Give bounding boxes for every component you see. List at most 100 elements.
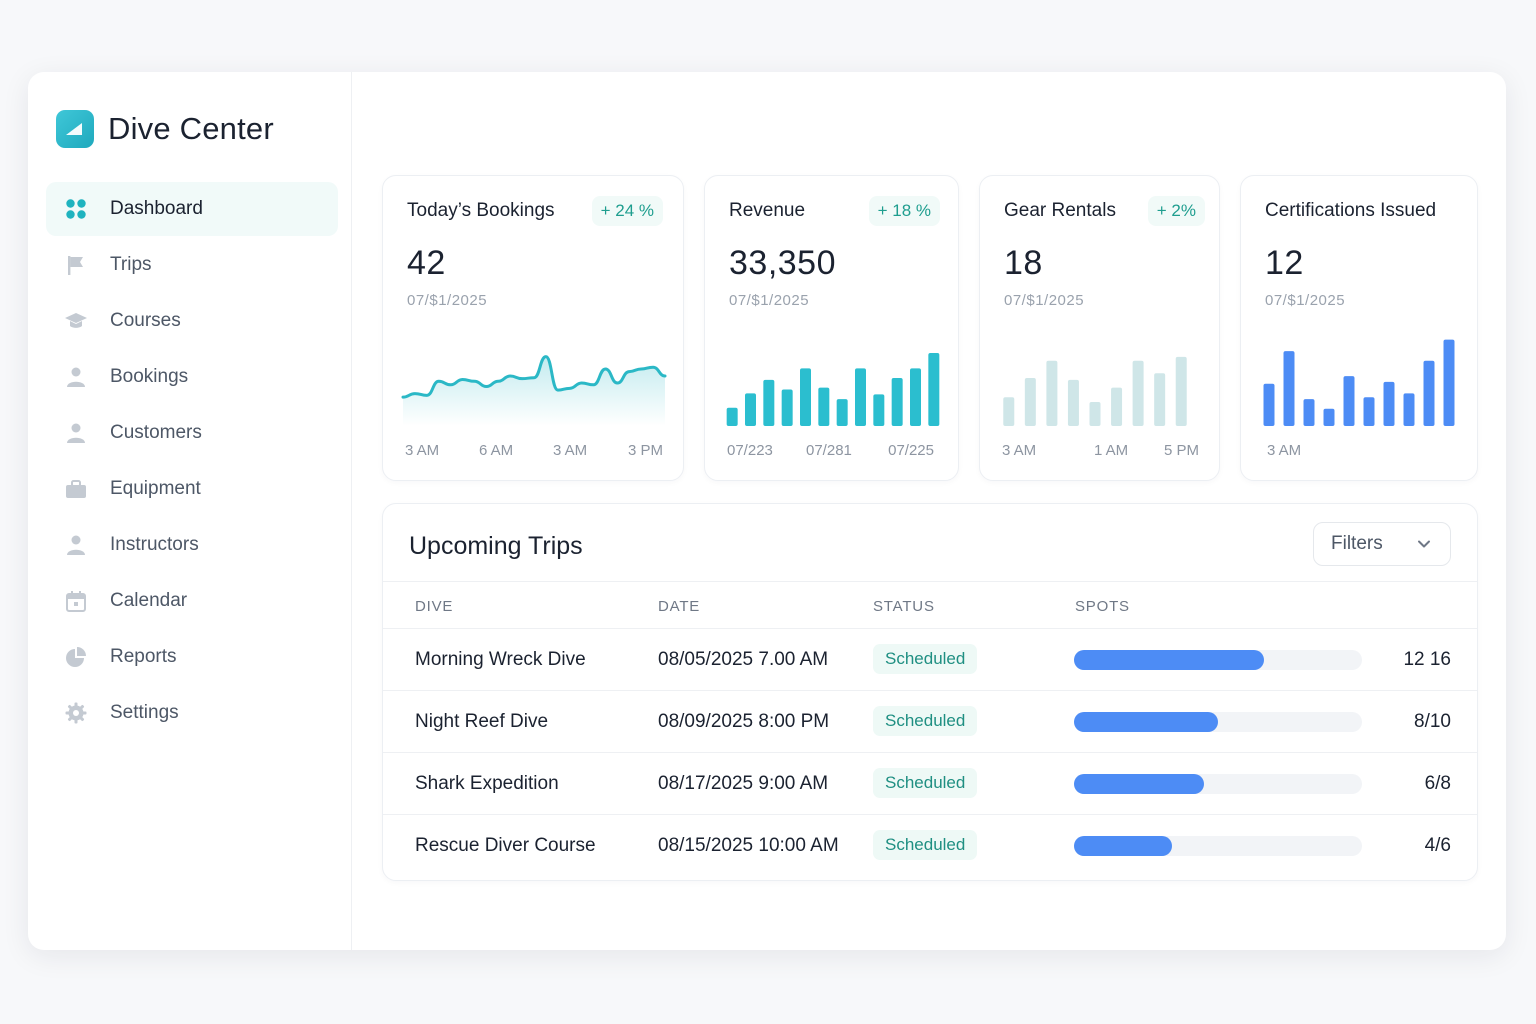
kpi-date: 07/$1/2025 <box>407 292 488 309</box>
kpi-date: 07/$1/2025 <box>729 292 810 309</box>
chart-bar <box>836 399 848 426</box>
filters-dropdown[interactable]: Filters <box>1313 522 1451 566</box>
x-tick: 3 PM <box>627 442 663 459</box>
sidebar-item-customers[interactable]: Customers <box>46 406 338 460</box>
sidebar-item-reports[interactable]: Reports <box>46 630 338 684</box>
chart-x-axis: 3 AM 1 AM 5 PM <box>1002 442 1199 462</box>
sidebar-item-courses[interactable]: Courses <box>46 294 338 348</box>
chart-bar <box>1089 402 1101 426</box>
spots-count: 12 16 <box>1403 649 1451 670</box>
trip-name: Night Reef Dive <box>415 711 549 732</box>
chart-bar <box>891 378 903 426</box>
chart-bar <box>1403 393 1415 426</box>
kpi-change-badge: + 24 % <box>591 196 663 226</box>
table-row[interactable]: Rescue Diver Course 08/15/2025 10:00 AM … <box>383 815 1477 877</box>
spots-progress-fill <box>1074 650 1265 670</box>
kpi-value: 18 <box>1004 244 1043 282</box>
kpi-card-certifications[interactable]: Certifications Issued 12 07/$1/2025 3 AM <box>1240 175 1478 481</box>
brand[interactable]: Dive Center <box>56 110 274 148</box>
x-tick: 07/225 <box>888 442 934 459</box>
status-badge: Scheduled <box>873 768 978 798</box>
table-row[interactable]: Morning Wreck Dive 08/05/2025 7.00 AM Sc… <box>383 629 1477 691</box>
sidebar-item-dashboard[interactable]: Dashboard <box>46 182 338 236</box>
upcoming-trips-panel: Upcoming Trips Filters DIVE DATE STATUS … <box>382 503 1478 881</box>
certifications-bar-chart <box>1263 339 1455 426</box>
sidebar-item-calendar[interactable]: Calendar <box>46 574 338 628</box>
chart-x-axis: 3 AM <box>1263 442 1457 462</box>
sidebar-item-bookings[interactable]: Bookings <box>46 350 338 404</box>
spots-progress-fill <box>1074 712 1218 732</box>
sidebar-item-trips[interactable]: Trips <box>46 238 338 292</box>
sidebar-item-instructors[interactable]: Instructors <box>46 518 338 572</box>
chevron-down-icon <box>1418 540 1430 548</box>
chart-bar <box>1003 397 1015 426</box>
app-window: Dive Center Dashboard <box>28 72 1506 950</box>
chart-bar <box>1423 360 1435 426</box>
x-tick: 3 AM <box>553 442 588 459</box>
x-tick: 3 AM <box>1002 442 1037 459</box>
kpi-title: Gear Rentals <box>1004 200 1116 221</box>
trip-name: Morning Wreck Dive <box>415 649 586 670</box>
chart-bar <box>1323 408 1335 426</box>
column-header-dive[interactable]: DIVE <box>415 598 454 615</box>
sidebar-item-settings[interactable]: Settings <box>46 686 338 740</box>
spots-progress-bar <box>1074 650 1362 670</box>
kpi-value: 33,350 <box>729 244 836 282</box>
chart-bar <box>726 407 738 426</box>
area-fill <box>403 356 665 426</box>
pie-chart-icon <box>64 645 88 669</box>
sidebar-item-label: Bookings <box>110 366 189 387</box>
sidebar-item-label: Customers <box>110 422 202 443</box>
flag-icon <box>64 253 88 277</box>
sidebar-item-label: Equipment <box>110 478 201 499</box>
column-header-date[interactable]: DATE <box>658 598 701 615</box>
kpi-title: Certifications Issued <box>1265 200 1437 221</box>
status-badge: Scheduled <box>873 706 978 736</box>
graduation-cap-icon <box>64 309 88 333</box>
table-row[interactable]: Night Reef Dive 08/09/2025 8:00 PM Sched… <box>383 691 1477 753</box>
kpi-card-bookings[interactable]: Today’s Bookings + 24 % 42 07/$1/2025 3 … <box>382 175 684 481</box>
chart-bar <box>800 368 811 426</box>
kpi-card-gear-rentals[interactable]: Gear Rentals + 2% 18 07/$1/2025 3 AM 1 A… <box>979 175 1220 481</box>
kpi-card-revenue[interactable]: Revenue + 18 % 33,350 07/$1/2025 07/223 … <box>704 175 959 481</box>
person-icon <box>64 533 88 557</box>
kpi-change-badge: + 2% <box>1147 196 1205 226</box>
sidebar-item-label: Courses <box>110 310 181 331</box>
chart-bar <box>855 368 866 426</box>
sidebar-item-label: Reports <box>110 646 177 667</box>
trip-date: 08/17/2025 9:00 AM <box>658 773 829 794</box>
chart-bar <box>1132 360 1144 426</box>
kpi-date: 07/$1/2025 <box>1265 292 1346 309</box>
chart-bar <box>1283 351 1295 426</box>
chart-bar <box>745 393 756 426</box>
chart-bar <box>1175 356 1187 426</box>
spots-progress-bar <box>1074 774 1362 794</box>
x-tick: 5 PM <box>1163 442 1199 459</box>
calendar-icon <box>64 589 88 613</box>
sidebar-item-label: Instructors <box>110 534 199 555</box>
kpi-change-badge: + 18 % <box>868 196 940 226</box>
bookings-area-chart <box>401 355 667 426</box>
kpi-title: Revenue <box>729 200 806 221</box>
chart-bar <box>910 368 921 426</box>
sidebar-item-equipment[interactable]: Equipment <box>46 462 338 516</box>
column-header-spots[interactable]: SPOTS <box>1075 598 1130 615</box>
trip-name: Shark Expedition <box>415 773 559 794</box>
chart-bar <box>818 387 830 426</box>
panel-title: Upcoming Trips <box>409 532 583 560</box>
sidebar-item-label: Trips <box>110 254 152 275</box>
spots-count: 6/8 <box>1424 773 1451 794</box>
x-tick: 6 AM <box>479 442 514 459</box>
table-header: DIVE DATE STATUS SPOTS <box>383 581 1477 629</box>
person-icon <box>64 365 88 389</box>
column-header-status[interactable]: STATUS <box>873 598 935 615</box>
series-line <box>401 355 667 399</box>
status-badge: Scheduled <box>873 830 978 860</box>
chart-bar <box>1154 373 1166 426</box>
spots-progress-fill <box>1074 774 1204 794</box>
trip-date: 08/15/2025 10:00 AM <box>658 835 839 856</box>
table-row[interactable]: Shark Expedition 08/17/2025 9:00 AM Sche… <box>383 753 1477 815</box>
chart-x-axis: 3 AM 6 AM 3 AM 3 PM <box>405 442 663 462</box>
x-tick: 3 AM <box>405 442 440 459</box>
spots-progress-fill <box>1074 836 1172 856</box>
